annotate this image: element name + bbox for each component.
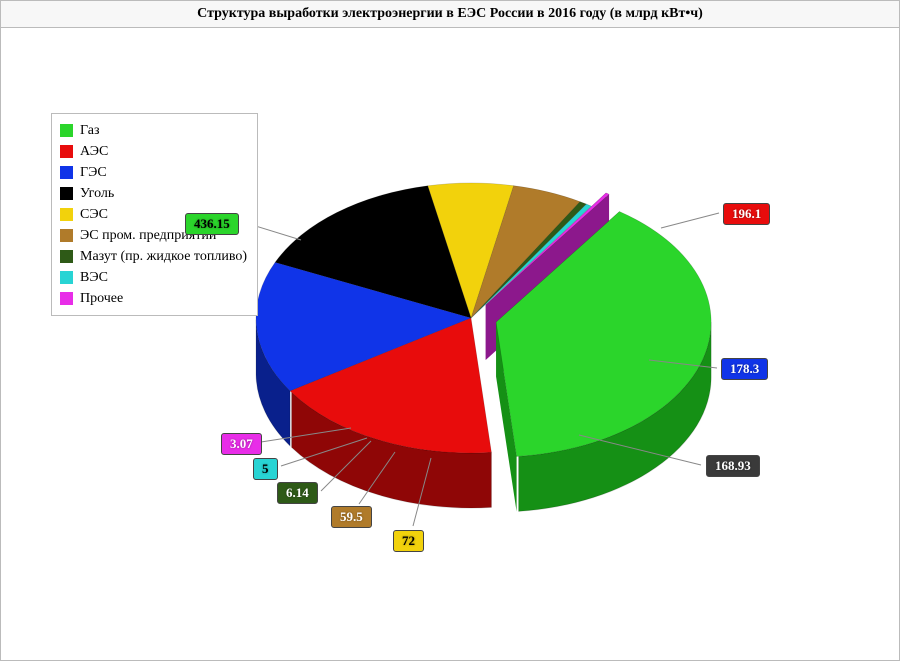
legend-item: АЭС — [60, 141, 247, 162]
chart-title: Структура выработки электроэнергии в ЕЭС… — [1, 1, 899, 28]
legend-item: Газ — [60, 120, 247, 141]
legend-swatch — [60, 271, 73, 284]
legend-item: ГЭС — [60, 162, 247, 183]
value-label: 178.3 — [721, 358, 768, 380]
value-label: 196.1 — [723, 203, 770, 225]
chart-container: Структура выработки электроэнергии в ЕЭС… — [0, 0, 900, 661]
value-label: 72 — [393, 530, 424, 552]
legend-label: Уголь — [80, 186, 114, 202]
legend-item: Уголь — [60, 183, 247, 204]
legend-label: ГЭС — [80, 165, 107, 181]
value-label: 3.07 — [221, 433, 262, 455]
legend-label: Мазут (пр. жидкое топливо) — [80, 249, 247, 265]
legend-swatch — [60, 124, 73, 137]
legend-label: Прочее — [80, 291, 123, 307]
legend-item: Прочее — [60, 288, 247, 309]
legend-swatch — [60, 229, 73, 242]
leader-line — [661, 213, 719, 228]
legend-item: Мазут (пр. жидкое топливо) — [60, 246, 247, 267]
legend-swatch — [60, 250, 73, 263]
value-label: 59.5 — [331, 506, 372, 528]
value-label: 5 — [253, 458, 278, 480]
legend-item: ВЭС — [60, 267, 247, 288]
legend-swatch — [60, 166, 73, 179]
legend-swatch — [60, 187, 73, 200]
legend-label: ВЭС — [80, 270, 108, 286]
legend-label: АЭС — [80, 144, 108, 160]
legend-swatch — [60, 145, 73, 158]
value-label: 436.15 — [185, 213, 239, 235]
legend-swatch — [60, 292, 73, 305]
value-label: 6.14 — [277, 482, 318, 504]
chart-area: ГазАЭСГЭСУгольСЭСЭС пром. предприятийМаз… — [1, 28, 899, 660]
value-label: 168.93 — [706, 455, 760, 477]
legend-swatch — [60, 208, 73, 221]
legend-label: СЭС — [80, 207, 108, 223]
legend-label: Газ — [80, 123, 100, 139]
